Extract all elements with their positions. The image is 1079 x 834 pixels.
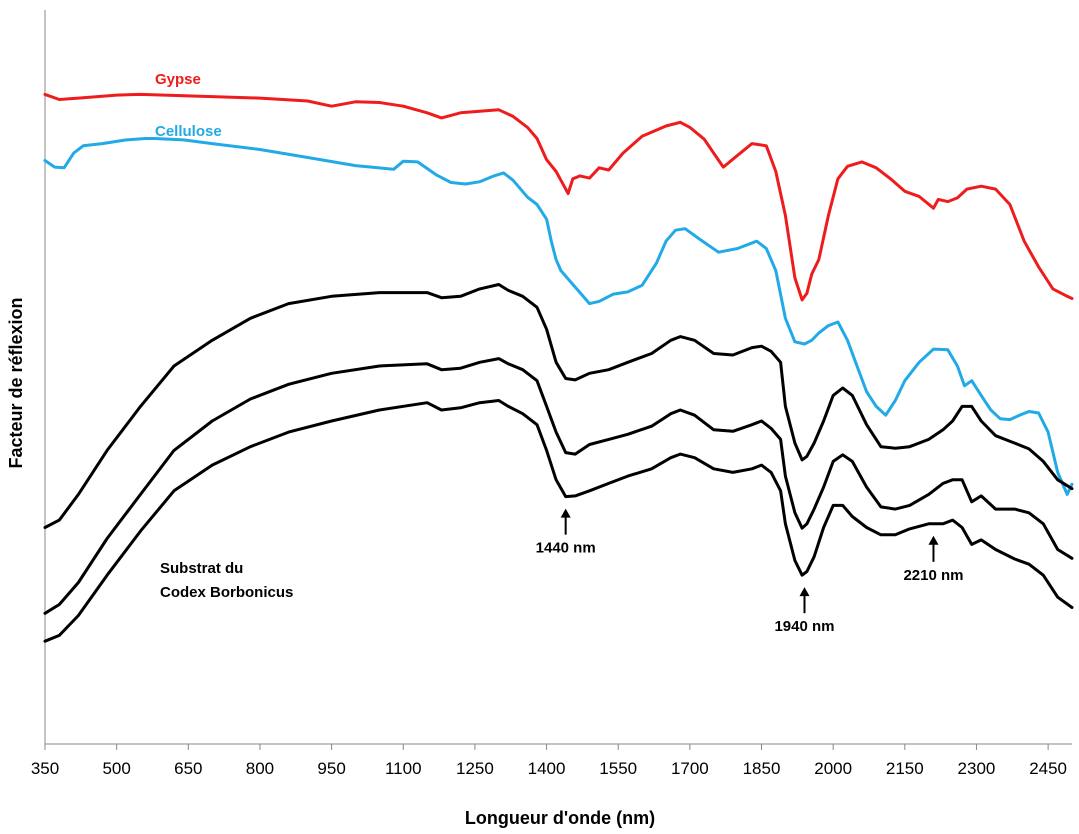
x-tick-label: 1400 (528, 759, 566, 778)
annotation-arrow-head (799, 587, 810, 597)
x-tick-label: 800 (246, 759, 274, 778)
annotation-arrow-head (928, 535, 939, 545)
series-lines (43, 92, 1074, 643)
x-axis-title: Longueur d'onde (nm) (465, 808, 655, 828)
x-tick-label: 1550 (599, 759, 637, 778)
series-label-substrat-line2: Codex Borbonicus (160, 584, 293, 601)
y-axis-title: Facteur de réflexion (6, 297, 26, 468)
series-line-3 (43, 283, 1074, 529)
x-tick-label: 650 (174, 759, 202, 778)
x-tick-label: 500 (102, 759, 130, 778)
x-tick-label: 2150 (886, 759, 924, 778)
x-tick-label: 2000 (814, 759, 852, 778)
x-tick-label: 950 (317, 759, 345, 778)
series-line-1 (43, 92, 1074, 302)
series-label-substrat-line1: Substrat du (160, 560, 243, 577)
series-labels: Gypse Cellulose Substrat du Codex Borbon… (155, 71, 293, 601)
x-tick-label: 1850 (743, 759, 781, 778)
annotations: 1440 nm 1940 nm 2210 nm (536, 508, 963, 635)
x-tick-label: 350 (31, 759, 59, 778)
annotation-label: 1940 nm (774, 618, 834, 635)
annotation-label: 1440 nm (536, 540, 596, 557)
series-label-gypse: Gypse (155, 71, 201, 88)
series-line-5 (43, 399, 1074, 643)
x-tick-label: 2450 (1029, 759, 1067, 778)
annotation-label: 2210 nm (903, 567, 963, 584)
x-ticks: 350 500 650 800 950 1100 1250 1400 1550 1700 1850 2… (31, 744, 1067, 778)
series-label-cellulose: Cellulose (155, 123, 222, 140)
series-line-4 (43, 357, 1074, 615)
series-line-2 (43, 137, 1074, 496)
x-tick-label: 1700 (671, 759, 709, 778)
axes (44, 10, 1072, 745)
annotation-arrow-head (560, 508, 571, 518)
x-tick-label: 2300 (958, 759, 996, 778)
x-tick-label: 1100 (385, 759, 422, 778)
x-tick-label: 1250 (456, 759, 494, 778)
